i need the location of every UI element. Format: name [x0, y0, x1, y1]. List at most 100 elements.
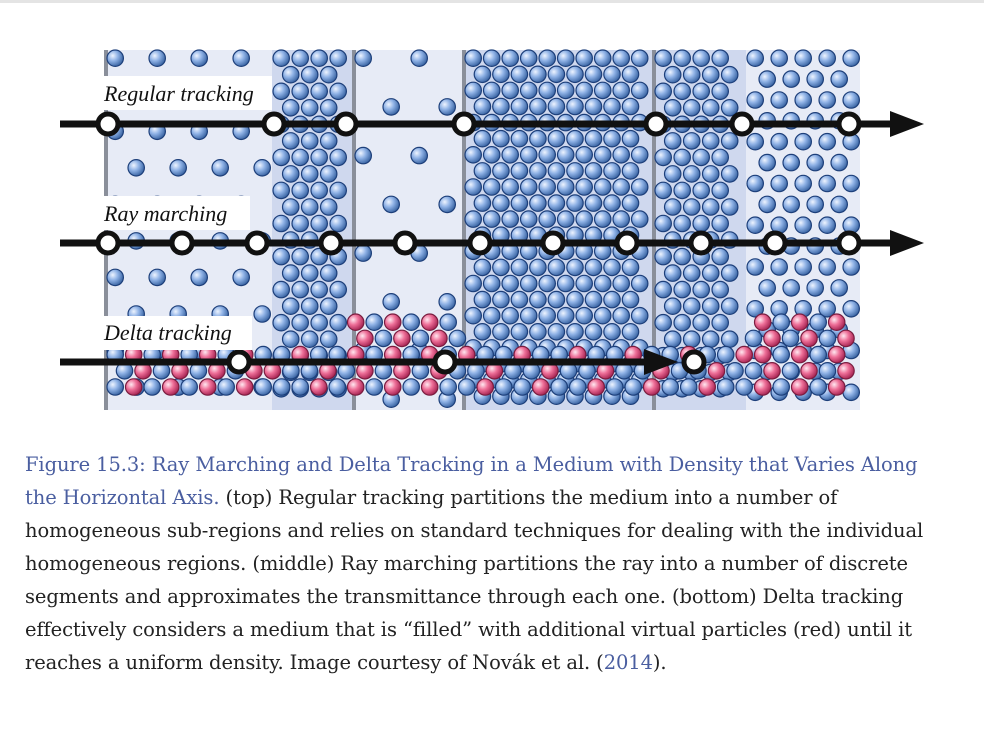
blue-particle: [510, 258, 529, 277]
regular-tracking-ray-sample-point: [836, 111, 862, 137]
blue-particle: [746, 174, 764, 193]
blue-particle: [556, 210, 575, 228]
blue-particle: [842, 174, 860, 193]
blue-particle: [300, 330, 319, 348]
blue-particle: [818, 174, 836, 193]
blue-particle: [300, 264, 319, 282]
ray-marching-label-bg: [100, 196, 250, 230]
blue-particle: [772, 378, 790, 396]
blue-particle: [464, 274, 482, 293]
blue-particle: [566, 322, 584, 341]
blue-particle: [770, 132, 788, 151]
blue-particle: [842, 299, 860, 318]
blue-particle: [593, 81, 612, 100]
blue-particle: [682, 297, 701, 316]
blue-particle: [758, 279, 776, 297]
blue-particle: [654, 49, 672, 67]
blue-particle: [692, 49, 710, 67]
blue-particle: [575, 49, 593, 67]
blue-particle: [818, 258, 836, 276]
red-virtual-particle: [837, 361, 855, 380]
blue-particle: [547, 194, 566, 212]
blue-particle: [354, 49, 372, 67]
blue-particle: [556, 49, 575, 67]
blue-particle: [329, 148, 347, 167]
blue-particle: [673, 313, 691, 332]
blue-particle: [603, 258, 621, 277]
figure-caption-body: (top) Regular tracking partitions the me…: [25, 486, 924, 674]
blue-particle: [603, 290, 621, 309]
blue-particle: [492, 97, 510, 116]
blue-particle: [654, 181, 672, 200]
red-virtual-particle: [383, 313, 402, 331]
red-virtual-particle: [763, 329, 781, 348]
blue-particle: [566, 290, 584, 309]
blue-particle: [464, 81, 482, 100]
blue-particle: [254, 378, 272, 396]
blue-particle: [770, 258, 788, 276]
red-virtual-particle: [531, 378, 550, 396]
blue-particle: [701, 65, 720, 84]
blue-particle: [630, 81, 649, 100]
blue-particle: [612, 210, 630, 228]
blue-particle: [758, 70, 776, 88]
blue-particle: [519, 274, 538, 293]
blue-particle: [770, 174, 788, 193]
region-divider: [462, 50, 466, 410]
ray-marching-ray-sample-point: [169, 230, 195, 256]
blue-particle: [329, 49, 347, 67]
blue-particle: [603, 97, 621, 116]
blue-particle: [593, 210, 612, 228]
blue-particle: [464, 146, 482, 164]
blue-particle: [473, 129, 492, 148]
blue-particle: [519, 178, 538, 196]
blue-particle: [473, 322, 492, 341]
red-virtual-particle: [753, 378, 772, 396]
blue-particle: [402, 378, 420, 396]
blue-particle: [300, 132, 319, 150]
blue-particle: [566, 194, 584, 212]
blue-particle: [842, 91, 860, 109]
blue-particle: [692, 280, 710, 299]
blue-particle: [291, 280, 309, 299]
blue-particle: [482, 146, 501, 164]
blue-particle: [482, 274, 501, 293]
blue-particle: [272, 181, 290, 200]
blue-particle: [300, 65, 319, 84]
blue-particle: [575, 210, 593, 228]
blue-particle: [501, 81, 519, 100]
blue-particle: [519, 306, 538, 325]
regular-tracking-ray-sample-point: [333, 111, 359, 137]
blue-particle: [482, 49, 501, 67]
blue-particle: [547, 97, 566, 116]
blue-particle: [663, 132, 682, 150]
blue-particle: [584, 65, 603, 84]
blue-particle: [726, 361, 744, 380]
blue-particle: [794, 49, 812, 67]
blue-particle: [281, 165, 300, 183]
blue-particle: [291, 181, 309, 200]
citation-link[interactable]: 2014: [603, 651, 653, 674]
delta-tracking-ray-sample-point: [681, 349, 707, 375]
blue-particle: [291, 214, 309, 233]
blue-particle: [106, 49, 124, 67]
blue-particle: [673, 181, 691, 200]
blue-particle: [510, 194, 529, 212]
blue-particle: [382, 292, 400, 311]
blue-particle: [720, 132, 739, 150]
blue-particle: [772, 345, 790, 364]
blue-particle: [701, 264, 720, 282]
tracking-illustration-svg: Regular tracking Ray marching Delta trac…: [60, 49, 924, 410]
blue-particle: [673, 214, 691, 233]
blue-particle: [711, 280, 729, 299]
blue-particle: [319, 132, 338, 150]
blue-particle: [654, 280, 672, 299]
blue-particle: [711, 214, 729, 233]
red-virtual-particle: [346, 378, 365, 396]
blue-particle: [663, 198, 682, 216]
blue-particle: [720, 98, 739, 117]
blue-particle: [473, 194, 492, 212]
blue-particle: [711, 148, 729, 167]
blue-particle: [624, 378, 642, 396]
blue-particle: [272, 148, 290, 167]
